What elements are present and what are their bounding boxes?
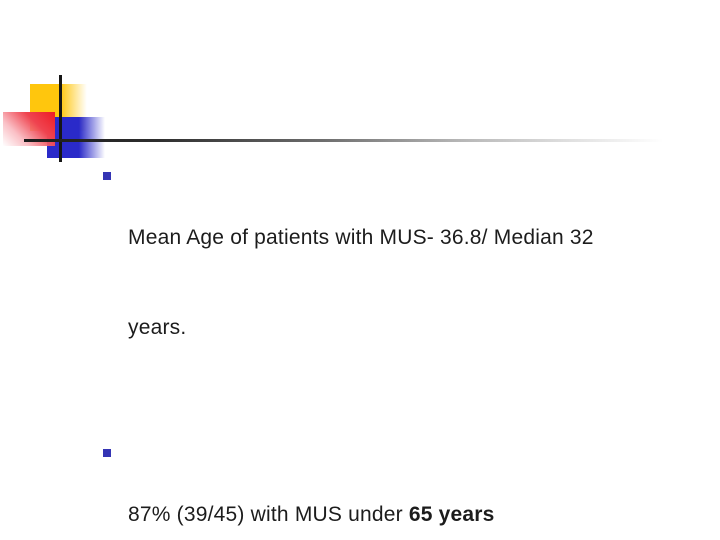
bullet-line-normal: 87% (39/45) with MUS under <box>128 503 409 526</box>
bullet-line: 87% (39/45) with MUS under 65 years <box>128 500 495 530</box>
bullet-marker-icon <box>103 172 111 180</box>
bullet-text: 87% (39/45) with MUS under 65 years <box>128 440 495 540</box>
bullet-line: years. <box>128 316 187 339</box>
bullet-line-bold: 65 years <box>408 503 495 526</box>
vertical-line <box>59 75 62 162</box>
bullet-marker-icon <box>103 449 111 457</box>
bullet-item-under-65: 87% (39/45) with MUS under 65 years <box>103 440 703 540</box>
bullet-item-mean-age: Mean Age of patients with MUS- 36.8/ Med… <box>103 163 703 403</box>
bullet-text: Mean Age of patients with MUS- 36.8/ Med… <box>128 163 594 403</box>
blue-square <box>47 117 105 158</box>
bullet-list: Mean Age of patients with MUS- 36.8/ Med… <box>103 163 703 540</box>
horizontal-line <box>24 139 690 142</box>
bullet-line: Mean Age of patients with MUS- 36.8/ Med… <box>128 226 594 249</box>
